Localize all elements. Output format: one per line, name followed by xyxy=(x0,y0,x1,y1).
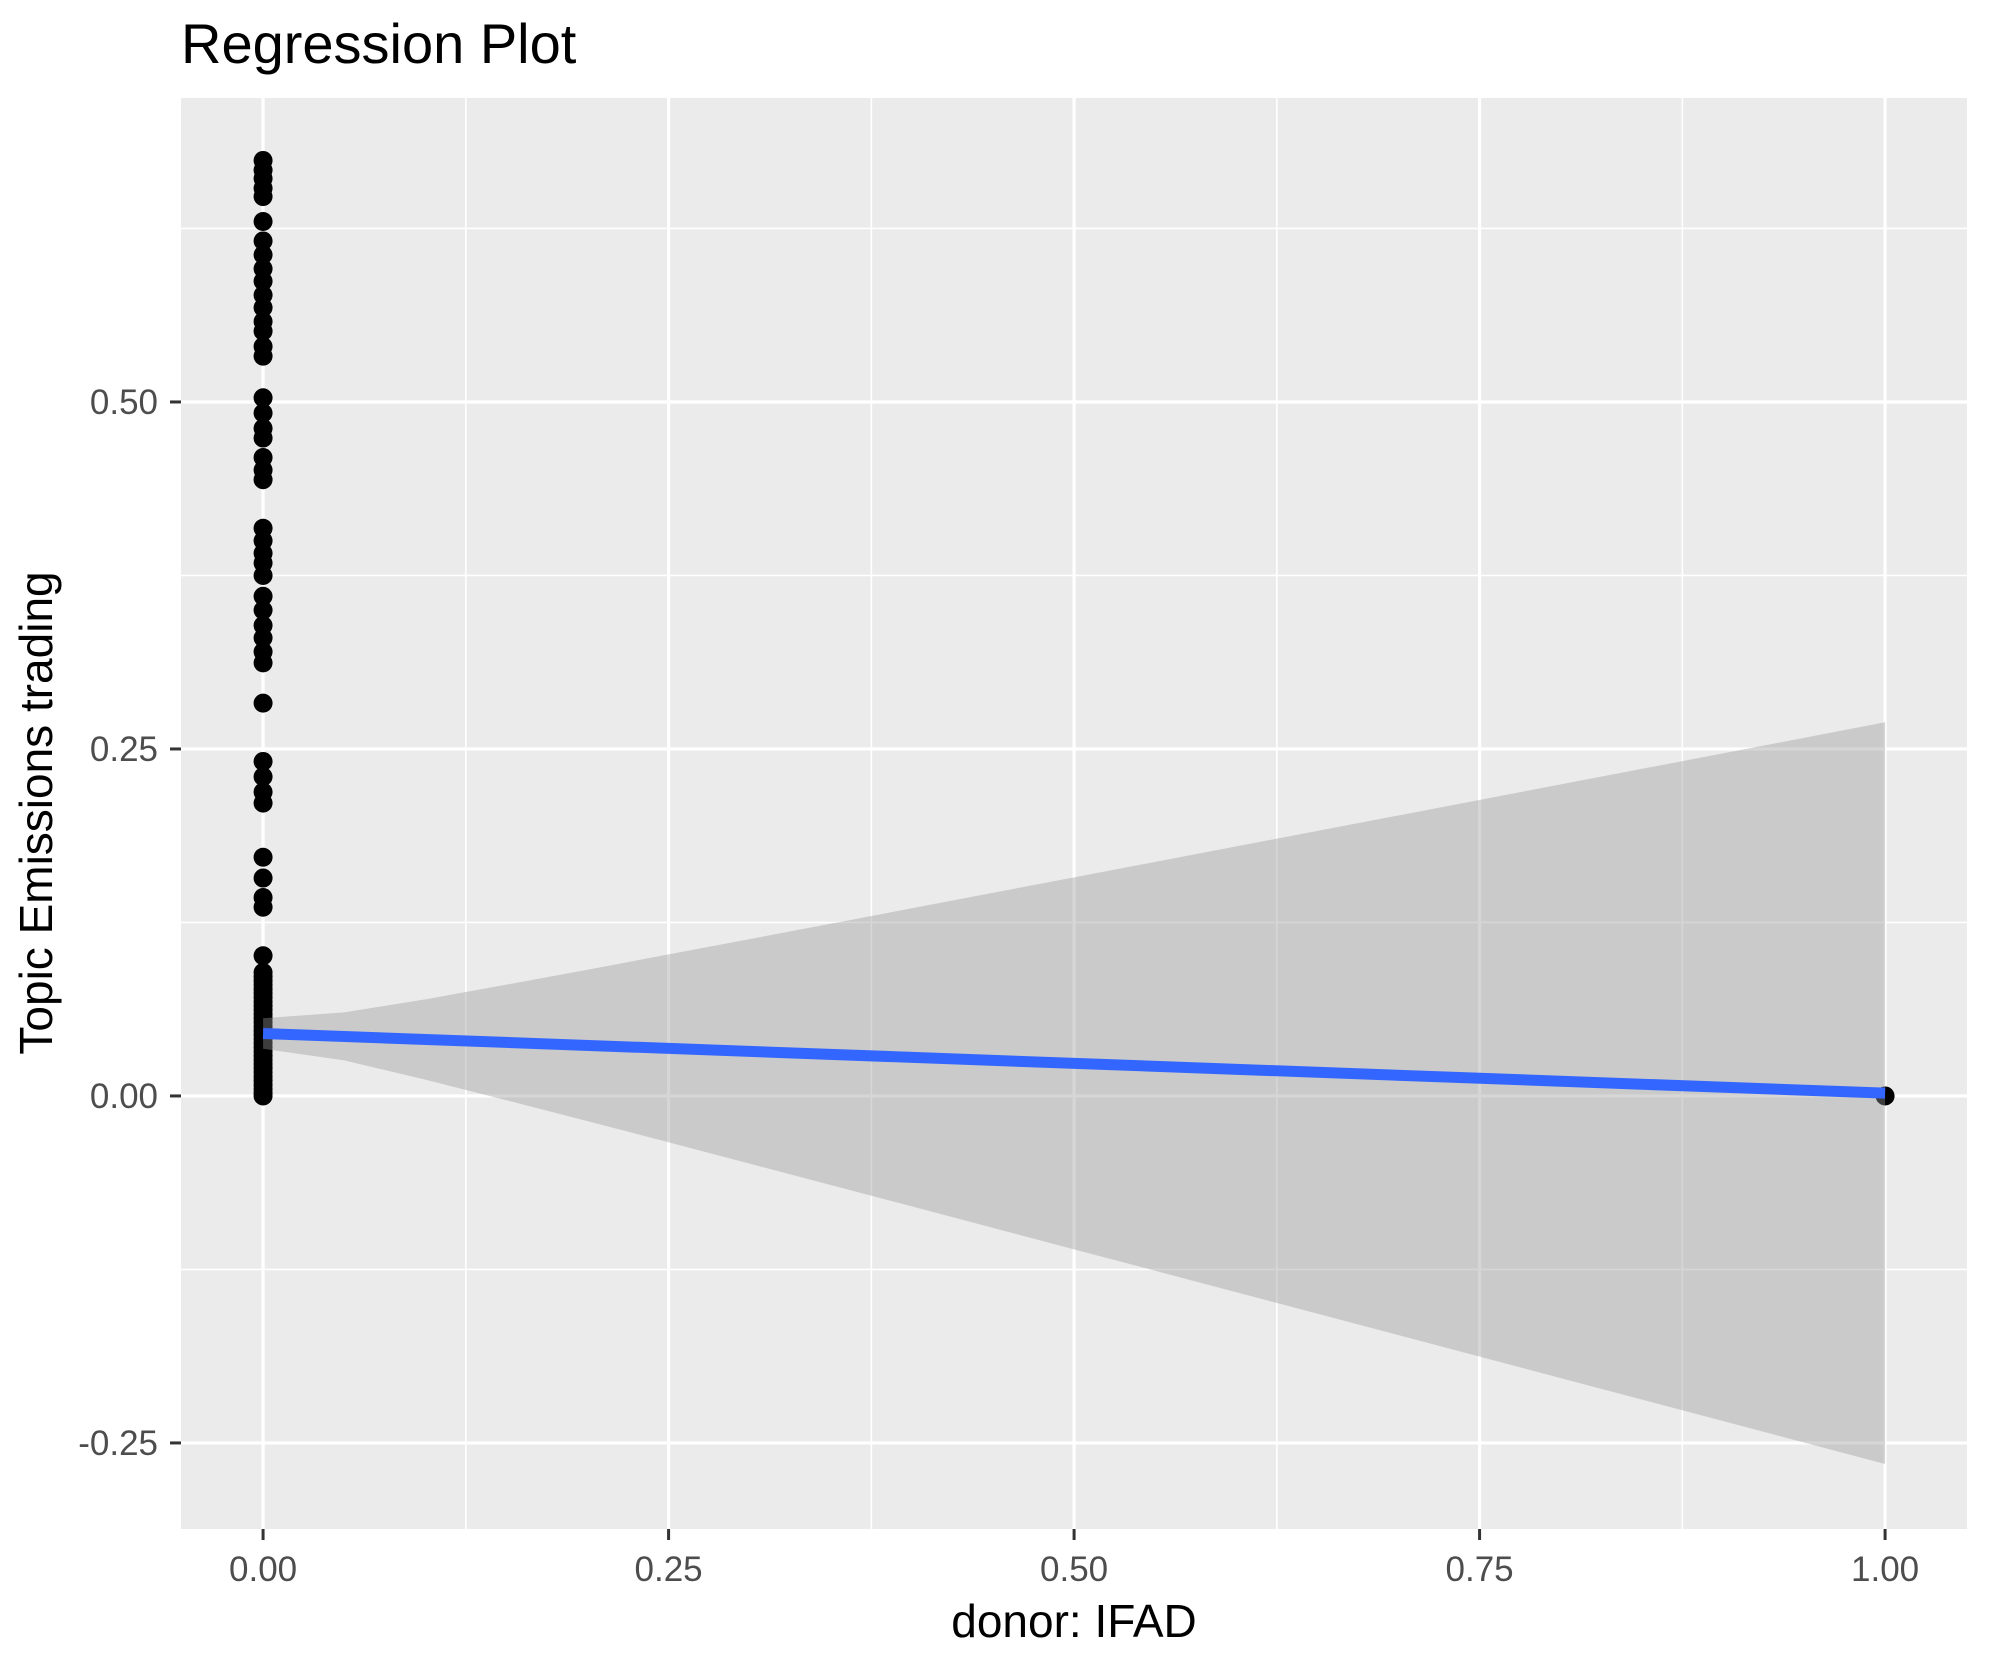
x-tick-label: 0.25 xyxy=(635,1550,703,1589)
regression-line xyxy=(262,1027,1886,1099)
data-point xyxy=(253,897,273,917)
data-point xyxy=(253,847,273,867)
data-point xyxy=(253,565,273,585)
y-axis-title: Topic Emissions trading xyxy=(10,571,62,1054)
y-tick-label: 0.25 xyxy=(90,730,158,769)
x-tick-label: 0.00 xyxy=(229,1550,297,1589)
data-point xyxy=(253,470,273,490)
x-tick-label: 0.50 xyxy=(1040,1550,1108,1589)
axis-tick-marks xyxy=(170,400,1887,1540)
confidence-ribbon xyxy=(263,722,1886,1465)
plot-title: Regression Plot xyxy=(181,12,577,75)
data-point xyxy=(253,946,273,966)
data-point xyxy=(253,653,273,673)
data-point xyxy=(253,693,273,713)
data-point xyxy=(253,231,273,251)
y-tick-label: 0.00 xyxy=(90,1077,158,1116)
x-axis-title: donor: IFAD xyxy=(951,1595,1196,1647)
data-point xyxy=(253,212,273,232)
y-tick-label: -0.25 xyxy=(78,1424,158,1463)
x-tick-label: 1.00 xyxy=(1851,1550,1919,1589)
x-tick-label: 0.75 xyxy=(1446,1550,1514,1589)
data-point xyxy=(253,628,273,648)
data-point xyxy=(253,793,273,813)
data-point xyxy=(253,245,273,265)
data-point xyxy=(253,298,273,318)
axis-tick-labels: 0.00 0.25 0.50 0.75 1.00 -0.25 0.00 0.25 0.50 xyxy=(78,383,1919,1589)
data-point xyxy=(253,586,273,606)
data-point xyxy=(253,600,273,620)
data-point xyxy=(253,767,273,787)
data-point xyxy=(253,346,273,366)
data-point xyxy=(253,321,273,341)
data-point xyxy=(253,187,273,207)
data-point xyxy=(253,1086,273,1106)
data-point xyxy=(253,271,273,291)
data-point xyxy=(253,428,273,448)
data-point xyxy=(253,868,273,888)
y-tick-label: 0.50 xyxy=(90,383,158,422)
data-point xyxy=(253,388,273,408)
data-point xyxy=(253,751,273,771)
data-point xyxy=(253,403,273,423)
